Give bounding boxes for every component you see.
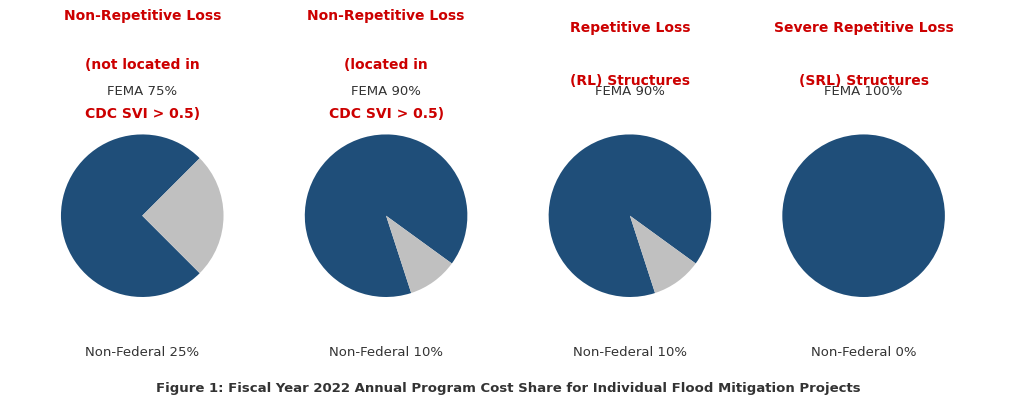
Wedge shape (61, 134, 200, 297)
Text: Non-Federal 25%: Non-Federal 25% (85, 346, 199, 359)
Text: Severe Repetitive Loss: Severe Repetitive Loss (774, 22, 953, 35)
Text: Non-Repetitive Loss: Non-Repetitive Loss (308, 9, 464, 23)
Text: (SRL) Structures: (SRL) Structures (799, 74, 929, 88)
Text: Non-Repetitive Loss: Non-Repetitive Loss (64, 9, 220, 23)
Wedge shape (305, 134, 467, 297)
Text: Non-Federal 10%: Non-Federal 10% (573, 346, 687, 359)
Text: Figure 1: Fiscal Year 2022 Annual Program Cost Share for Individual Flood Mitiga: Figure 1: Fiscal Year 2022 Annual Progra… (155, 382, 861, 395)
Wedge shape (549, 134, 711, 297)
Text: Repetitive Loss: Repetitive Loss (570, 22, 690, 35)
Text: (RL) Structures: (RL) Structures (570, 74, 690, 88)
Wedge shape (142, 158, 224, 273)
Text: Non-Federal 0%: Non-Federal 0% (811, 346, 916, 359)
Text: (not located in: (not located in (85, 58, 199, 72)
Wedge shape (630, 216, 696, 293)
Wedge shape (386, 216, 452, 293)
Text: FEMA 90%: FEMA 90% (352, 85, 421, 98)
Text: CDC SVI > 0.5): CDC SVI > 0.5) (328, 107, 444, 121)
Text: Non-Federal 10%: Non-Federal 10% (329, 346, 443, 359)
Text: FEMA 90%: FEMA 90% (595, 85, 664, 98)
Text: FEMA 75%: FEMA 75% (107, 85, 178, 98)
Wedge shape (782, 134, 945, 297)
Text: FEMA 100%: FEMA 100% (824, 85, 903, 98)
Text: (located in: (located in (344, 58, 428, 72)
Text: CDC SVI > 0.5): CDC SVI > 0.5) (84, 107, 200, 121)
